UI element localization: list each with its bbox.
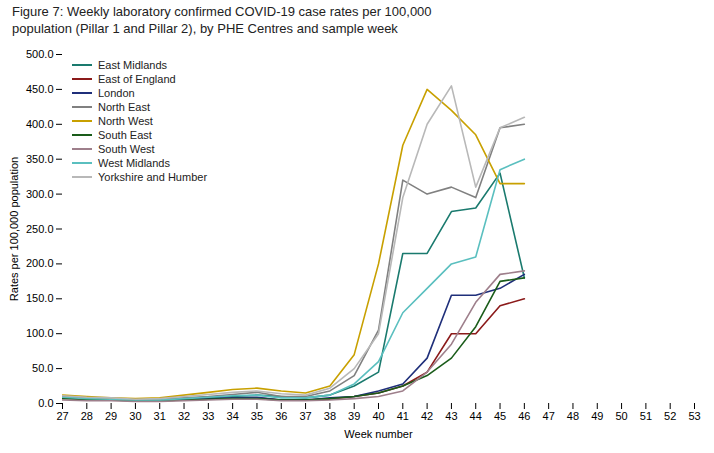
- svg-text:41: 41: [397, 410, 409, 422]
- html-text:West Midlands: West Midlands: [98, 156, 170, 169]
- svg-text:400.0: 400.0: [26, 118, 54, 130]
- svg-text:36: 36: [275, 410, 287, 422]
- svg-text:Rates per 100,000 population: Rates per 100,000 population: [8, 157, 20, 301]
- svg-text:48: 48: [567, 410, 579, 422]
- svg-text:32: 32: [178, 410, 190, 422]
- html-text:Yorkshire and Humber: Yorkshire and Humber: [98, 170, 207, 183]
- html-text:South East: South East: [98, 128, 152, 141]
- svg-text:500.0: 500.0: [26, 48, 54, 60]
- svg-text:27: 27: [56, 410, 68, 422]
- svg-text:150.0: 150.0: [26, 292, 54, 304]
- svg-text:450.0: 450.0: [26, 83, 54, 95]
- svg-text:33: 33: [202, 410, 214, 422]
- svg-text:49: 49: [591, 410, 603, 422]
- svg-text:42: 42: [421, 410, 433, 422]
- svg-text:350.0: 350.0: [26, 153, 54, 165]
- svg-text:30: 30: [129, 410, 141, 422]
- svg-text:46: 46: [518, 410, 530, 422]
- svg-text:52: 52: [664, 410, 676, 422]
- svg-text:29: 29: [105, 410, 117, 422]
- svg-text:50: 50: [615, 410, 627, 422]
- svg-text:200.0: 200.0: [26, 257, 54, 269]
- svg-text:43: 43: [445, 410, 457, 422]
- svg-text:35: 35: [251, 410, 263, 422]
- svg-text:250.0: 250.0: [26, 222, 54, 234]
- svg-text:40: 40: [372, 410, 384, 422]
- html-text:East of England: East of England: [98, 72, 176, 85]
- svg-text:28: 28: [81, 410, 93, 422]
- html-text:London: London: [98, 86, 135, 99]
- svg-text:45: 45: [494, 410, 506, 422]
- svg-text:300.0: 300.0: [26, 187, 54, 199]
- html-text:North East: North East: [98, 100, 150, 113]
- svg-text:53: 53: [688, 410, 700, 422]
- svg-text:50.0: 50.0: [32, 362, 53, 374]
- html-text:South West: South West: [98, 142, 155, 155]
- svg-text:51: 51: [640, 410, 652, 422]
- svg-text:39: 39: [348, 410, 360, 422]
- svg-text:38: 38: [324, 410, 336, 422]
- html-text:Figure 7: Weekly laboratory co: Figure 7: Weekly laboratory confirmed CO…: [12, 4, 432, 36]
- html-text:North West: North West: [98, 114, 153, 127]
- svg-text:0.0: 0.0: [38, 397, 53, 409]
- svg-text:100.0: 100.0: [26, 327, 54, 339]
- svg-text:34: 34: [227, 410, 239, 422]
- html-text:East Midlands: East Midlands: [98, 58, 168, 71]
- svg-text:31: 31: [154, 410, 166, 422]
- svg-text:37: 37: [299, 410, 311, 422]
- svg-text:47: 47: [543, 410, 555, 422]
- svg-text:44: 44: [470, 410, 482, 422]
- svg-text:Week number: Week number: [344, 427, 413, 439]
